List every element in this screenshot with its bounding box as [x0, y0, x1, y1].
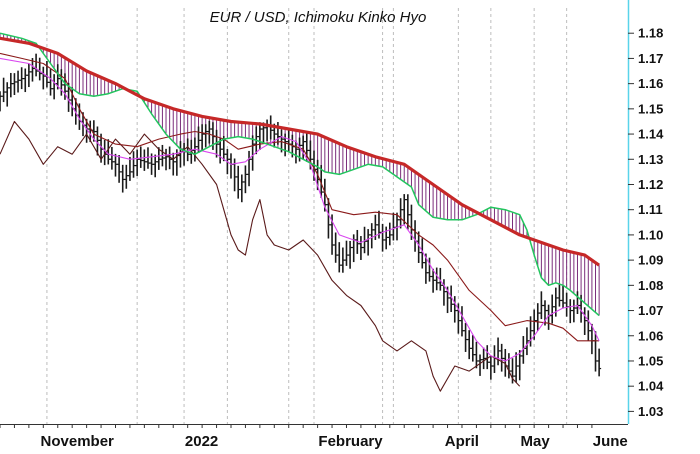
y-tick-label: 1.05	[638, 353, 663, 368]
y-tick-label: 1.07	[638, 303, 663, 318]
y-tick-label: 1.11	[638, 202, 663, 217]
x-tick-label: June	[593, 433, 628, 450]
y-tick-label: 1.10	[638, 227, 663, 242]
y-tick-label: 1.04	[638, 379, 664, 394]
y-tick-label: 1.08	[638, 278, 663, 293]
axis-layer: 1.03 1.04 1.05 1.06 1.07 1.08 1.09 1.10 1.11 1.12…	[0, 0, 664, 450]
x-tick-label: April	[445, 433, 479, 450]
x-tick-label: 2022	[185, 433, 218, 450]
chikou-span-line	[0, 120, 521, 392]
y-tick-label: 1.03	[638, 404, 663, 419]
x-tick-label: May	[521, 433, 551, 450]
tenkan-sen-line	[0, 57, 600, 362]
y-tick-label: 1.17	[638, 51, 663, 66]
y-tick-label: 1.06	[638, 328, 663, 343]
x-tick-label: November	[41, 433, 115, 450]
x-tick-label: February	[318, 433, 383, 450]
y-tick-label: 1.12	[638, 177, 663, 192]
senkou-span-b-line	[0, 36, 601, 267]
y-tick-label: 1.18	[638, 26, 663, 41]
y-tick-label: 1.16	[638, 76, 663, 91]
lines-layer	[0, 32, 601, 392]
chart-title: EUR / USD, Ichimoku Kinko Hyo	[210, 9, 427, 26]
kijun-sen-line	[0, 52, 600, 342]
y-tick-label: 1.15	[638, 101, 663, 116]
y-tick-label: 1.14	[638, 127, 664, 142]
y-tick-label: 1.13	[638, 152, 663, 167]
y-tick-label: 1.09	[638, 253, 663, 268]
